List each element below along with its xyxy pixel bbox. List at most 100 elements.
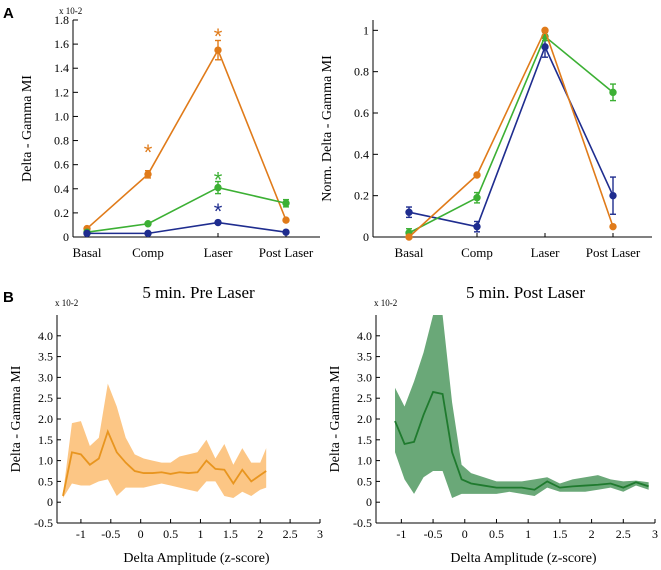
- a1-y-axis-label: Delta - Gamma MI: [20, 75, 35, 182]
- a2-ytick-label: 0.8: [354, 65, 369, 79]
- chart-a1-mi-by-condition: 0 0.2 0.4 0.6 0.8 1.0 1.2 1.4 1.6 1.8 Basal Comp Las…: [20, 6, 320, 260]
- b2-xtick-label: 2: [589, 527, 595, 541]
- a2-series-orange-point: [473, 171, 481, 179]
- a1-series-blue-point: [83, 229, 91, 238]
- a1-ytick-label: 0.6: [54, 158, 69, 172]
- b1-xtick-label: 3: [317, 527, 323, 541]
- b2-xtick-label: 2.5: [616, 527, 631, 541]
- b2-ytick-label: 2.5: [357, 391, 372, 405]
- a1-series-orange-line: [86, 48, 287, 230]
- a2-ytick-label: 0.2: [354, 189, 369, 203]
- b1-ytick-label: 0.5: [38, 474, 53, 488]
- b2-confidence-band: [395, 315, 649, 499]
- a2-series-blue-point: [609, 191, 617, 200]
- b1-xtick-label: -0.5: [101, 527, 120, 541]
- b2-xtick-label: 3: [652, 527, 658, 541]
- a2-series-orange-point: [609, 222, 617, 231]
- b1-top-mask: [57, 295, 320, 315]
- a1-series-blue-line: [87, 221, 287, 235]
- a1-series-green-point: [214, 183, 222, 192]
- a1-scale-label: x 10-2: [59, 6, 82, 16]
- a1-ytick-label: 0.2: [54, 206, 69, 220]
- a1-ytick-label: 1.8: [54, 13, 69, 27]
- a1-significance-marker: *: [214, 24, 223, 49]
- b2-ytick-label: 0.5: [357, 474, 372, 488]
- a1-ytick-label: 1.0: [54, 109, 69, 123]
- b1-ytick-label: 2.5: [38, 391, 53, 405]
- a1-series-orange-point: [144, 170, 152, 179]
- b1-y-axis-label: Delta - Gamma MI: [9, 365, 24, 472]
- a1-series-blue-point: [144, 229, 152, 238]
- panel-label-b: B: [3, 289, 14, 306]
- chart-b2-post-laser: -0.5 0 0.5 1.0 1.5 2.0 2.5 3.0 3.5 4.0 -1 -0.5 0 0.5 1…: [328, 283, 658, 566]
- a2-category-label: Laser: [531, 245, 561, 260]
- b2-ytick-label: 3.5: [357, 350, 372, 364]
- a2-series-green-point: [473, 194, 481, 202]
- b1-ytick-label: 3.0: [38, 370, 53, 384]
- a2-series-blue-point: [405, 208, 413, 216]
- a1-significance-marker: *: [214, 199, 223, 224]
- a1-ytick-label: 0: [63, 230, 69, 244]
- b2-ytick-label: 4.0: [357, 329, 372, 343]
- b1-ytick-label: 2.0: [38, 412, 53, 426]
- a2-series-green-point: [609, 88, 617, 97]
- b1-xtick-label: 1: [197, 527, 203, 541]
- a2-ytick-label: 0.4: [354, 147, 369, 161]
- a2-series-green-line: [408, 35, 614, 234]
- a2-category-label: Basal: [395, 245, 424, 260]
- a1-series-orange-point: [214, 46, 222, 54]
- b1-ytick-label: 3.5: [38, 350, 53, 364]
- a1-ytick-label: 1.6: [54, 37, 69, 51]
- a1-ytick-label: 0.4: [54, 182, 69, 196]
- a1-ytick-label: 0.8: [54, 134, 69, 148]
- b1-x-axis-label: Delta Amplitude (z-score): [123, 551, 270, 566]
- a1-series-green-point: [144, 220, 152, 228]
- a2-y-axis-label: Norm. Delta - Gamma MI: [320, 55, 335, 202]
- b1-ytick-label: 0: [47, 495, 53, 509]
- b2-ytick-label: -0.5: [353, 516, 372, 530]
- b1-ytick-label: 1.0: [38, 454, 53, 468]
- b2-scale-label: x 10-2: [374, 298, 397, 308]
- b2-title: 5 min. Post Laser: [466, 283, 585, 302]
- b2-ytick-label: 1.0: [357, 454, 372, 468]
- a1-category-label: Comp: [132, 245, 164, 260]
- chart-a2-normalized-mi: 0 0.2 0.4 0.6 0.8 1 Basal Comp Laser Post Laser No…: [320, 20, 652, 260]
- b1-xtick-label: 1.5: [223, 527, 238, 541]
- a2-series-orange-point: [541, 26, 549, 35]
- b2-ytick-label: 2.0: [357, 412, 372, 426]
- b1-ytick-label: 1.5: [38, 433, 53, 447]
- b2-xtick-label: 0.5: [489, 527, 504, 541]
- a2-ytick-label: 0: [363, 230, 369, 244]
- b2-xtick-label: 1: [525, 527, 531, 541]
- b1-title: 5 min. Pre Laser: [142, 283, 255, 302]
- b2-ytick-label: 0: [366, 495, 372, 509]
- a1-series-green-line: [86, 186, 287, 233]
- a1-category-label: Post Laser: [259, 245, 314, 260]
- b1-scale-label: x 10-2: [55, 298, 78, 308]
- a1-series-orange-point: [282, 216, 290, 224]
- a1-series-blue-point: [282, 228, 290, 236]
- a1-series-green-point: [282, 199, 290, 207]
- a2-category-label: Comp: [461, 245, 493, 260]
- a2-series-orange-line: [408, 28, 614, 238]
- b1-mean-line: [62, 428, 267, 497]
- b2-ytick-label: 1.5: [357, 433, 372, 447]
- b1-xtick-label: 2.5: [283, 527, 298, 541]
- a2-ytick-label: 0.6: [354, 106, 369, 120]
- b2-mean-line: [394, 390, 649, 491]
- panel-label-a: A: [3, 5, 14, 22]
- a2-series-orange-point: [405, 233, 413, 241]
- a1-ytick-label: 1.2: [54, 85, 69, 99]
- a1-significance-marker: *: [144, 140, 153, 165]
- b2-ytick-label: 3.0: [357, 370, 372, 384]
- a2-series-blue-line: [408, 44, 614, 228]
- b1-ytick-label: -0.5: [34, 516, 53, 530]
- a1-ytick-label: 1.4: [54, 61, 69, 75]
- b1-xtick-label: 0: [138, 527, 144, 541]
- a1-series-blue-point: [214, 218, 222, 227]
- a2-series-blue-point: [473, 222, 481, 231]
- a2-series-blue-point: [541, 43, 549, 51]
- a2-ytick-label: 1: [363, 23, 369, 37]
- a2-category-label: Post Laser: [586, 245, 641, 260]
